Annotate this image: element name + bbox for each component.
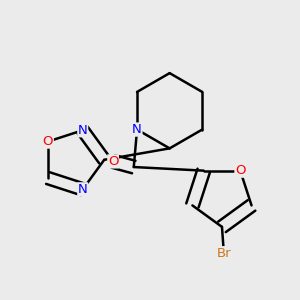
Text: O: O — [235, 164, 245, 177]
Text: N: N — [78, 124, 88, 137]
Text: O: O — [108, 155, 118, 168]
Text: N: N — [132, 123, 142, 136]
Text: N: N — [78, 183, 88, 196]
Text: O: O — [43, 135, 53, 148]
Text: Br: Br — [217, 247, 231, 260]
